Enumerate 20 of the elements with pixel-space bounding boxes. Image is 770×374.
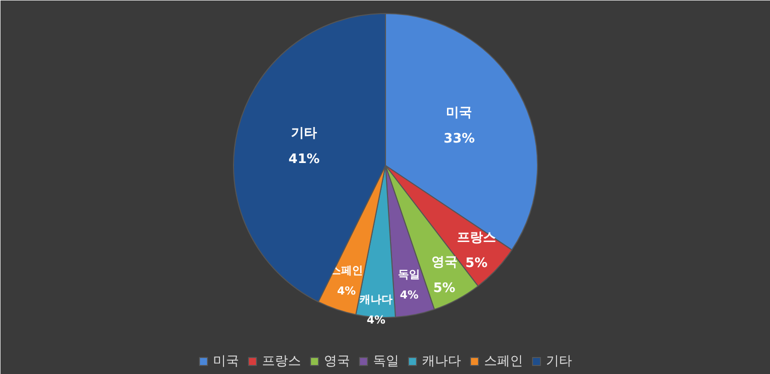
slice-label: 독일	[398, 268, 420, 282]
legend-label: 독일	[373, 353, 399, 370]
slice-label: 프랑스	[456, 230, 496, 246]
legend-label: 영국	[324, 353, 350, 370]
data-label: 41%	[288, 152, 320, 167]
data-label: 4%	[366, 313, 386, 326]
slice-label: 캐나다	[358, 292, 393, 306]
data-label: 4%	[337, 284, 356, 298]
data-label: 4%	[400, 288, 419, 302]
legend-label: 캐나다	[422, 353, 461, 370]
slice-label: 영국	[431, 255, 458, 270]
data-label: 5%	[465, 256, 488, 272]
legend-label: 미국	[213, 353, 239, 370]
slice-label: 미국	[446, 106, 472, 121]
legend-label: 기타	[546, 353, 572, 370]
data-label: 33%	[444, 132, 475, 147]
legend-label: 프랑스	[262, 353, 301, 370]
data-label: 5%	[433, 280, 456, 296]
legend-label: 스페인	[484, 353, 523, 370]
slice-label: 기타	[291, 126, 318, 142]
